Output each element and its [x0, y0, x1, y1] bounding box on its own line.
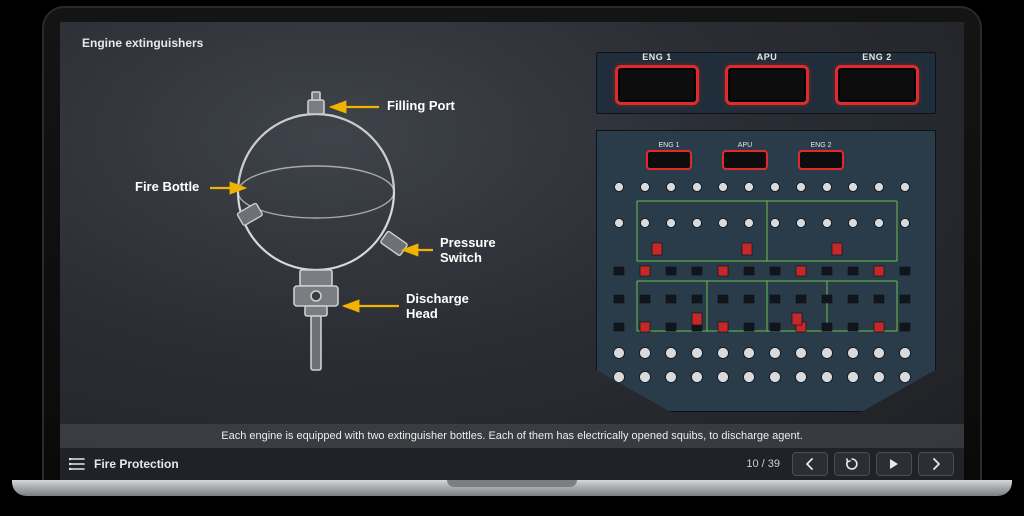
- page-title: Engine extinguishers: [82, 36, 203, 50]
- replay-button[interactable]: [834, 452, 870, 476]
- fire-panel-label: APU: [725, 52, 809, 62]
- fire-pushbutton[interactable]: [835, 65, 919, 105]
- fire-pushbutton-panel: ENG 1 APU ENG 2: [596, 52, 936, 114]
- label-pressure-switch: Pressure Switch: [440, 236, 496, 266]
- svg-text:APU: APU: [738, 142, 752, 149]
- laptop-bezel: Engine extinguishers: [42, 6, 982, 482]
- section-title: Fire Protection: [94, 457, 179, 471]
- prev-button[interactable]: [792, 452, 828, 476]
- fire-bottle-diagram: Filling Port Fire Bottle Pressure Switch…: [95, 58, 525, 398]
- svg-text:ENG 2: ENG 2: [810, 142, 831, 149]
- overhead-panel: ENG 1 APU ENG 2: [596, 130, 936, 412]
- svg-text:ENG 1: ENG 1: [658, 142, 679, 149]
- menu-button[interactable]: [60, 458, 94, 470]
- fire-pushbutton[interactable]: [725, 65, 809, 105]
- label-discharge-head: Discharge Head: [406, 292, 469, 322]
- fire-panel-label: ENG 2: [835, 52, 919, 62]
- caption-text: Each engine is equipped with two extingu…: [221, 430, 803, 442]
- play-button[interactable]: [876, 452, 912, 476]
- app-screen: Engine extinguishers: [60, 22, 964, 480]
- fire-panel-label: ENG 1: [615, 52, 699, 62]
- next-button[interactable]: [918, 452, 954, 476]
- label-fire-bottle: Fire Bottle: [135, 180, 199, 195]
- caption-bar: Each engine is equipped with two extingu…: [60, 424, 964, 448]
- label-filling-port: Filling Port: [387, 99, 455, 114]
- laptop-base: [12, 480, 1012, 496]
- bottom-nav: Fire Protection 10 / 39: [60, 448, 964, 480]
- page-counter: 10 / 39: [746, 458, 780, 470]
- fire-pushbutton[interactable]: [615, 65, 699, 105]
